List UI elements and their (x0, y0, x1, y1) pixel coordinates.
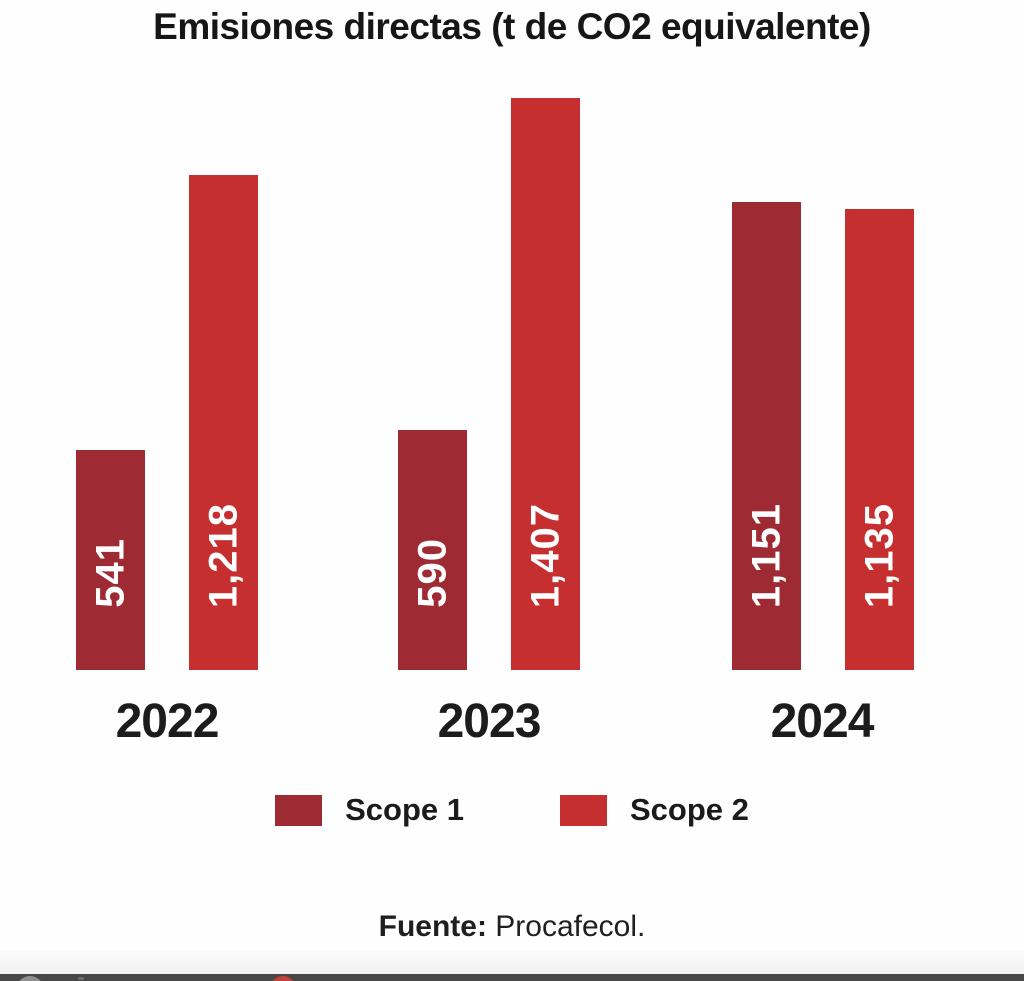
toolbar-red-circle-icon[interactable] (270, 976, 296, 981)
bar-2022-scope-1: 541 (76, 450, 145, 670)
bar-value-label: 1,135 (857, 502, 901, 608)
category-label-2022: 2022 (115, 695, 220, 748)
source-note: Fuente: Procafecol. (0, 910, 1024, 944)
toolbar-tick-icon (78, 977, 84, 980)
bar-2024-scope-2: 1,135 (845, 209, 914, 670)
legend-label-scope-1: Scope 1 (345, 792, 464, 827)
chart-title: Emisiones directas (t de CO2 equivalente… (153, 6, 871, 47)
source-value: Procafecol. (486, 910, 646, 943)
bar-chart: 541 1,218 590 1,407 1,151 1,135 (0, 98, 1024, 670)
bar-value-label: 541 (88, 538, 132, 608)
bar-2023-scope-1: 590 (398, 430, 467, 670)
bar-2022-scope-2: 1,218 (189, 175, 258, 670)
legend-item-scope-2: Scope 2 (560, 792, 749, 828)
bottom-band (0, 951, 1024, 974)
toolbar-gray-circle-icon[interactable] (16, 976, 44, 981)
bottom-toolbar-strip (0, 974, 1024, 981)
chart-legend: Scope 1 Scope 2 (0, 792, 1024, 828)
bar-value-label: 1,218 (201, 502, 245, 608)
bar-2024-scope-1: 1,151 (732, 202, 801, 670)
legend-item-scope-1: Scope 1 (275, 792, 464, 828)
legend-label-scope-2: Scope 2 (630, 792, 749, 827)
category-label-2023: 2023 (437, 695, 542, 748)
source-label: Fuente: (378, 910, 487, 943)
category-label-2024: 2024 (770, 695, 875, 748)
legend-swatch-scope-1-icon (275, 794, 323, 826)
bar-value-label: 1,151 (744, 502, 788, 608)
bar-value-label: 590 (410, 538, 454, 608)
legend-swatch-scope-2-icon (560, 794, 607, 826)
bar-value-label: 1,407 (523, 502, 567, 608)
bar-2023-scope-2: 1,407 (511, 98, 580, 670)
